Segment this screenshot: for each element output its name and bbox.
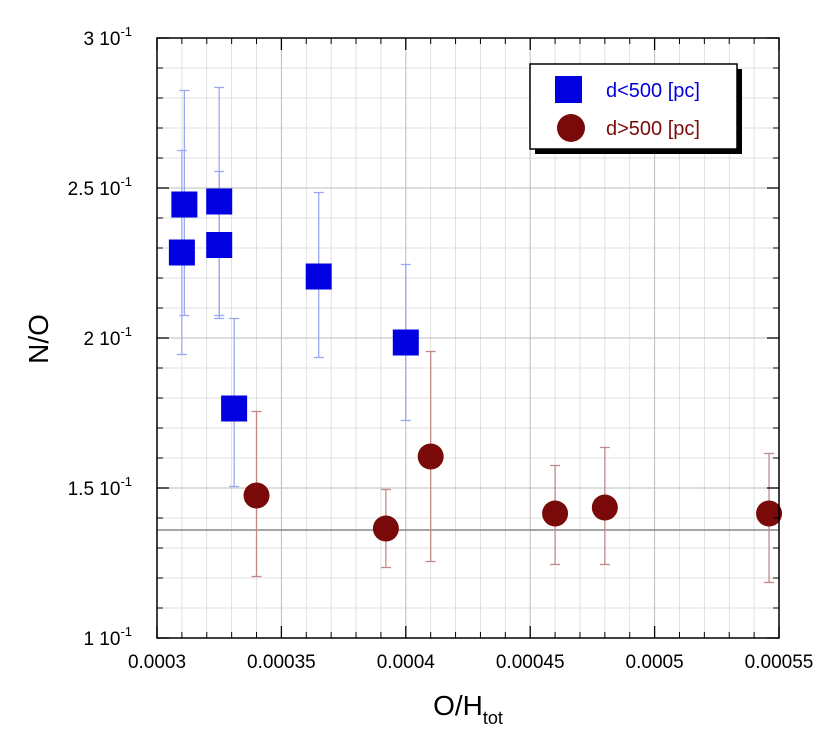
y-tick-labels: 1 10-1 1.5 10-1 2 10-1 2.5 10-1 3 10-1 [68,24,132,650]
x-tick-label: 0.0004 [377,652,436,673]
y-tick-label: 3 10-1 [83,24,132,50]
data-point-square [206,188,233,215]
y-tick-label: 2.5 10-1 [68,174,132,200]
x-tick-label: 0.00045 [496,652,565,673]
x-tick-label: 0.00035 [247,652,316,673]
data-point-circle [756,500,783,527]
legend-label-far: d>500 [pc] [606,118,700,140]
data-point-square [168,239,195,266]
data-point-square [392,329,419,356]
legend-circle-marker [557,114,585,142]
data-point-square [305,263,332,290]
data-markers [168,188,783,542]
x-tick-label: 0.0003 [128,652,186,673]
legend-square-marker [555,76,582,103]
y-axis-label: N/O [23,314,54,364]
x-tick-label: 0.00055 [745,652,814,673]
y-tick-label: 1 10-1 [83,624,132,650]
x-axis-label: O/Htot [433,690,503,728]
data-point-circle [243,482,270,509]
data-point-square [221,395,248,422]
x-tick-label: 0.0005 [626,652,684,673]
data-point-circle [417,443,444,470]
data-point-square [171,191,198,218]
legend: d<500 [pc] d>500 [pc] [529,63,742,154]
y-tick-label: 2 10-1 [83,324,132,350]
data-point-circle [542,500,569,527]
axis-ticks [156,37,780,639]
error-bars [176,86,775,584]
x-tick-labels: 0.0003 0.00035 0.0004 0.00045 0.0005 0.00055 [128,652,813,673]
legend-label-near: d<500 [pc] [606,80,700,102]
data-point-square [206,232,233,258]
data-point-circle [372,515,399,542]
y-tick-label: 1.5 10-1 [68,474,132,500]
data-point-circle [591,494,618,521]
